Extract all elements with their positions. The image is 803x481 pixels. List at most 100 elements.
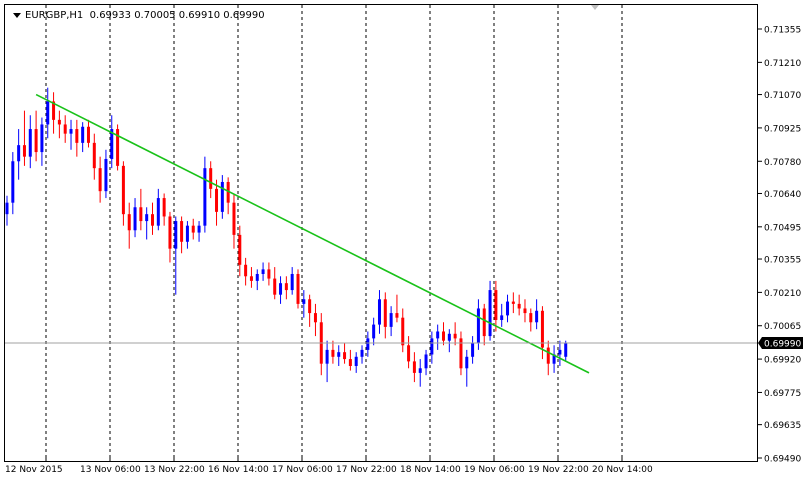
chart-plot-area[interactable]: EURGBP,H1 0.69933 0.70005 0.69910 0.6999…	[4, 4, 758, 462]
bear-candle	[540, 310, 544, 348]
triangle-down-icon[interactable]	[13, 13, 21, 18]
bear-candle	[284, 283, 288, 291]
price-tick-label: 0.71070	[764, 91, 801, 101]
bull-candle	[506, 301, 510, 316]
bull-candle	[535, 310, 539, 323]
time-tick-label: 19 Nov 06:00	[464, 465, 525, 475]
bull-candle	[156, 198, 160, 226]
bull-candle	[11, 161, 15, 203]
time-tick-label: 20 Nov 14:00	[592, 465, 653, 475]
bear-candle	[459, 338, 463, 369]
bear-candle	[401, 317, 405, 346]
bull-candle	[447, 333, 451, 341]
bull-candle	[366, 338, 370, 350]
bull-candle	[69, 129, 73, 134]
bull-candle	[133, 207, 137, 231]
bull-candle	[372, 324, 376, 339]
bear-candle	[180, 221, 184, 242]
bear-candle	[407, 345, 411, 362]
bull-candle	[28, 129, 32, 157]
bull-candle	[337, 352, 341, 357]
price-tick-label: 0.70640	[764, 190, 801, 200]
bear-candle	[383, 299, 387, 327]
current-price-box	[758, 336, 803, 349]
bear-candle	[313, 313, 317, 323]
time-axis[interactable]: 12 Nov 2015 13 Nov 06:00 13 Nov 22:00 16 No…	[0, 458, 803, 481]
bear-candle	[162, 198, 166, 217]
bull-candle	[145, 214, 149, 222]
bull-candle	[476, 308, 480, 343]
bear-candle	[343, 352, 347, 360]
bear-candle	[249, 276, 253, 281]
price-tick-label: 0.70495	[764, 223, 801, 233]
price-tick-label: 0.70210	[764, 289, 801, 299]
bull-candle	[471, 342, 475, 357]
trendline	[35, 93, 590, 374]
bear-candle	[267, 269, 271, 279]
bear-candle	[523, 308, 527, 314]
bear-candle	[494, 290, 498, 320]
time-tick-label: 19 Nov 22:00	[528, 465, 589, 475]
chart-canvas[interactable]	[5, 5, 757, 461]
bear-candle	[348, 359, 352, 366]
price-tick-label: 0.70925	[764, 124, 801, 134]
bull-candle	[197, 225, 201, 233]
price-tick-label: 0.69635	[764, 421, 801, 431]
bear-candle	[127, 214, 131, 231]
bear-candle	[238, 234, 242, 265]
bull-candle	[500, 315, 504, 320]
bull-candle	[302, 299, 306, 304]
price-axis[interactable]: 0.71355 0.71210 0.71070 0.70925 0.70780 0.706…	[758, 0, 803, 481]
bear-candle	[296, 273, 300, 304]
bear-candle	[92, 142, 96, 169]
bull-candle	[5, 202, 9, 215]
time-tick-label: 13 Nov 22:00	[144, 465, 205, 475]
bear-candle	[52, 101, 56, 120]
bear-candle	[453, 333, 457, 339]
bear-candle	[308, 299, 312, 314]
bear-candle	[191, 225, 195, 233]
bull-candle	[360, 349, 364, 357]
price-tick-label: 0.69920	[764, 356, 801, 366]
bear-candle	[244, 264, 248, 277]
bull-candle	[389, 313, 393, 327]
bear-candle	[273, 278, 277, 295]
bull-candle	[261, 269, 265, 274]
bear-candle	[517, 303, 521, 309]
bull-candle	[488, 290, 492, 337]
bear-candle	[86, 126, 90, 143]
price-tick-label: 0.69490	[764, 455, 801, 465]
bull-candle	[424, 354, 428, 369]
time-tick-label: 16 Nov 14:00	[208, 465, 269, 475]
bear-candle	[22, 145, 26, 157]
bear-candle	[226, 181, 230, 203]
bear-candle	[331, 349, 335, 357]
bear-candle	[168, 216, 172, 249]
bear-candle	[151, 214, 154, 226]
bull-candle	[290, 273, 294, 291]
bull-candle	[325, 349, 329, 364]
bull-candle	[255, 273, 259, 281]
bear-candle	[75, 129, 79, 143]
bear-candle	[116, 129, 120, 166]
bear-candle	[57, 119, 61, 125]
bear-candle	[511, 301, 515, 304]
chart-header: EURGBP,H1 0.69933 0.70005 0.69910 0.6999…	[13, 10, 265, 22]
bull-candle	[81, 126, 85, 143]
bull-candle	[430, 338, 434, 355]
price-tick-label: 0.69775	[764, 389, 801, 399]
bull-candle	[203, 168, 207, 226]
bear-candle	[121, 165, 125, 215]
bull-candle	[279, 283, 283, 295]
bull-candle	[465, 356, 469, 369]
bear-candle	[34, 129, 38, 153]
bull-candle	[17, 145, 21, 162]
current-price-label: 0.69990	[764, 339, 801, 349]
price-tick-label: 0.71355	[764, 26, 801, 36]
bear-candle	[215, 188, 219, 212]
price-tick-label: 0.70065	[764, 322, 801, 332]
price-tick-label: 0.71210	[764, 59, 801, 69]
scroll-marker-icon	[591, 5, 599, 10]
bull-candle	[185, 225, 189, 242]
